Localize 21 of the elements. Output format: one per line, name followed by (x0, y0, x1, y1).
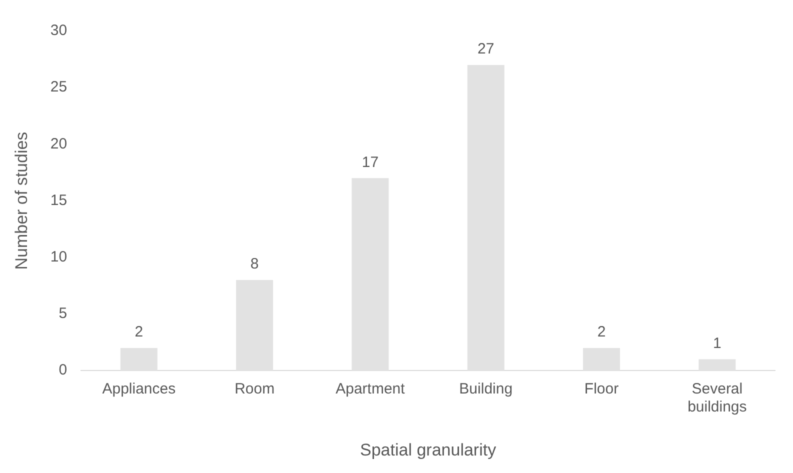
x-tick-label: Floor (584, 380, 619, 398)
data-label: 2 (597, 324, 606, 341)
x-tick-label: Room (234, 380, 275, 398)
y-tick-label: 10 (50, 248, 68, 266)
data-label: 17 (362, 154, 379, 171)
y-tick-label: 20 (50, 135, 68, 152)
y-tick-label: 0 (58, 362, 68, 379)
y-tick-label: 25 (50, 78, 68, 96)
y-tick-label: 15 (50, 192, 68, 209)
data-label: 2 (134, 324, 144, 341)
x-tick-label: Building (459, 380, 513, 398)
data-label: 27 (478, 40, 494, 58)
y-tick-label: 5 (58, 305, 68, 322)
y-axis-title: Number of studies (12, 132, 31, 270)
x-tick-label: Apartment (336, 380, 406, 398)
y-tick-label: 30 (50, 22, 68, 40)
data-label: 8 (250, 256, 259, 273)
data-label: 1 (713, 334, 722, 352)
x-axis-title: Spatial granularity (360, 440, 497, 460)
x-tick-label: Appliances (102, 380, 176, 398)
x-tick-label: Several buildings (688, 380, 747, 416)
